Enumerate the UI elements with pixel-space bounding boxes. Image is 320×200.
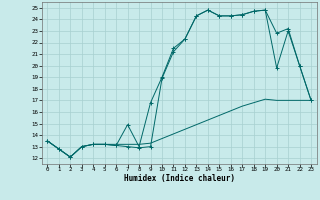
X-axis label: Humidex (Indice chaleur): Humidex (Indice chaleur) — [124, 174, 235, 183]
